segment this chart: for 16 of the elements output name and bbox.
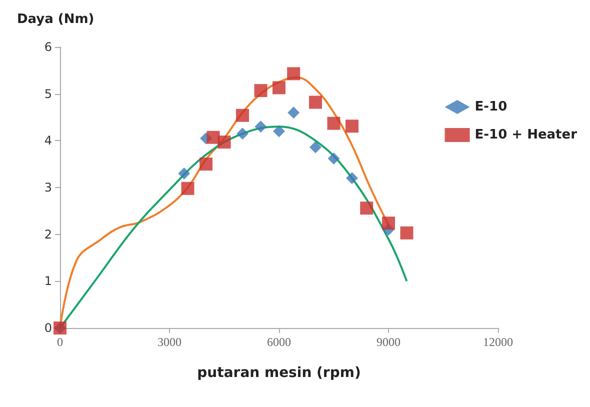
y-tick-label: 5 [44, 86, 52, 101]
y-tick-label: 1 [44, 274, 52, 288]
legend-label: E-10 [474, 100, 508, 114]
y-axis-title: Daya (Nm) [17, 12, 94, 27]
legend-label: E-10 + Heater [474, 128, 578, 142]
y-tick-label: 4 [44, 134, 52, 148]
x-tick-label: 9000 [376, 335, 400, 349]
x-tick-label: 3000 [158, 335, 182, 349]
y-tick-label: 2 [44, 227, 52, 242]
x-axis-title: putaran mesin (rpm) [197, 365, 361, 381]
x-tick-label: 12000 [483, 335, 513, 349]
x-tick-label: 6000 [267, 335, 291, 349]
x-tick-label: 0 [57, 335, 63, 349]
y-tick-label: 0 [44, 321, 52, 335]
y-tick-label: 3 [44, 180, 52, 194]
y-tick-label: 6 [44, 40, 52, 54]
